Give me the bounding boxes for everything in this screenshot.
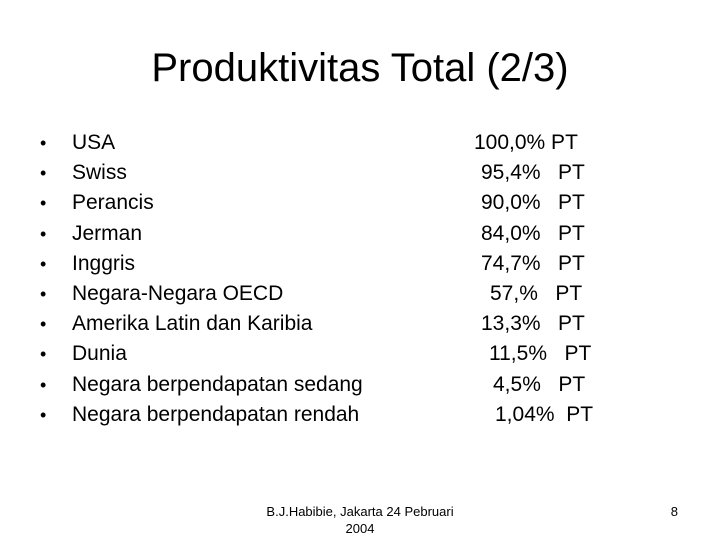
page-number: 8 — [670, 504, 678, 519]
bullet-icon: • — [40, 163, 47, 184]
list-item: • Negara-Negara OECD 57,% PT — [40, 279, 680, 309]
productivity-value: 11,5% PT — [489, 342, 592, 366]
bullet-icon: • — [40, 314, 47, 335]
country-label: Swiss — [72, 161, 127, 185]
productivity-value: 13,3% PT — [481, 312, 585, 336]
productivity-value: 84,0% PT — [481, 221, 585, 245]
bullet-icon: • — [40, 283, 47, 304]
list-item: • Negara berpendapatan rendah 1,04% PT — [40, 400, 680, 430]
country-label: Dunia — [72, 342, 127, 366]
bullet-icon: • — [40, 374, 47, 395]
bullet-icon: • — [40, 344, 47, 365]
productivity-value: 100,0% PT — [474, 131, 578, 154]
productivity-value: 1,04% PT — [495, 402, 594, 426]
country-label: Negara berpendapatan rendah — [72, 402, 360, 426]
list-item: • Perancis 90,0% PT — [40, 188, 680, 218]
country-label: Perancis — [72, 191, 154, 215]
list-item: • Negara berpendapatan sedang 4,5% PT — [40, 370, 680, 400]
productivity-value: 95,4% PT — [481, 161, 585, 185]
country-label: Jerman — [72, 221, 143, 245]
bullet-icon: • — [40, 193, 47, 214]
bullet-icon: • — [40, 133, 47, 153]
country-label: Negara berpendapatan sedang — [72, 372, 363, 396]
slide-title: Produktivitas Total (2/3) — [151, 46, 569, 90]
productivity-list: • USA 100,0% PT • Swiss 95,4% PT • Peran… — [40, 128, 680, 430]
productivity-value: 74,7% PT — [481, 251, 585, 275]
list-item: • Jerman 84,0% PT — [40, 219, 680, 249]
footer-year-line: 2004 — [345, 521, 375, 536]
country-label: Amerika Latin dan Karibia — [72, 312, 313, 336]
list-item: • Dunia 11,5% PT — [40, 339, 680, 369]
bullet-icon: • — [40, 253, 47, 274]
country-label: Inggris — [72, 251, 136, 275]
list-item: • Swiss 95,4% PT — [40, 158, 680, 188]
country-label: USA — [72, 131, 116, 154]
productivity-value: 57,% PT — [490, 281, 583, 305]
country-label: Negara-Negara OECD — [72, 281, 284, 305]
footer-author-line: B.J.Habibie, Jakarta 24 Pebruari — [266, 504, 454, 519]
list-item: • Amerika Latin dan Karibia 13,3% PT — [40, 309, 680, 339]
list-item: • USA 100,0% PT — [40, 128, 680, 158]
bullet-icon: • — [40, 223, 47, 244]
footer-author-date: B.J.Habibie, Jakarta 24 Pebruari 2004 — [240, 503, 480, 537]
bullet-icon: • — [40, 404, 47, 425]
productivity-value: 90,0% PT — [481, 191, 585, 215]
list-item: • Inggris 74,7% PT — [40, 249, 680, 279]
productivity-value: 4,5% PT — [493, 372, 586, 396]
